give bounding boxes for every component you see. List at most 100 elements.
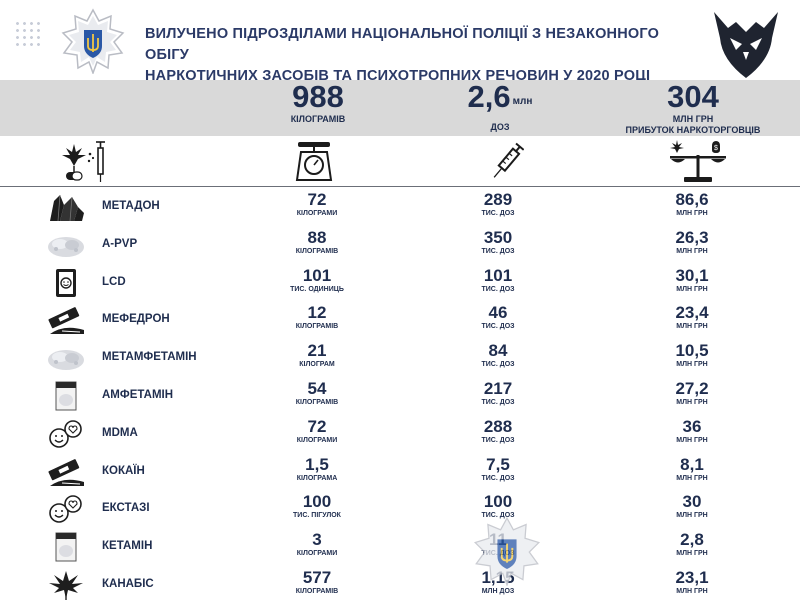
table-row: МЕТАДОН 72 кілограми 289 тис. доз 86,6 млн грн [0, 189, 800, 227]
drugs-icon [62, 141, 105, 182]
doses-unit: тис. доз [481, 474, 515, 482]
drug-name: LCD [102, 275, 126, 288]
weight-value: 1,5 [305, 454, 329, 474]
profit-unit: млн грн [676, 361, 708, 369]
profit-value: 27,2 [675, 379, 709, 398]
title-line-1: ВИЛУЧЕНО ПІДРОЗДІЛАМИ НАЦІОНАЛЬНОЇ ПОЛІЦ… [145, 26, 660, 63]
doses-value: 350 [483, 227, 513, 247]
doses-unit: тис. доз [481, 399, 515, 406]
weight-cell: 100 тис. пігулок [257, 492, 377, 520]
weight-unit: кілограм [299, 361, 335, 369]
drug-name: КЕТАМІН [102, 540, 153, 553]
doses-unit: тис. доз [481, 247, 515, 255]
doses-cell: 46 тис. доз [438, 303, 558, 331]
owl-logo-icon [714, 12, 778, 78]
weight-unit: кілограма [296, 474, 338, 482]
decorative-dots [14, 20, 44, 50]
weight-unit: кілограмів [295, 588, 339, 595]
doses-unit: тис. доз [481, 436, 515, 444]
police-watermark-icon [473, 516, 541, 586]
powder-icon [46, 342, 86, 374]
table-row: МЕФЕДРОН 12 кілограмів 46 тис. доз 23,4 млн гр… [0, 302, 800, 340]
profit-value: 2,8 [680, 530, 704, 550]
profit-cell: 30 млн грн [632, 492, 752, 520]
profit-cell: 2,8 млн грн [632, 530, 752, 558]
table-row: LCD 101 тис. одиниць 101 тис. доз 30,1 млн грн [0, 265, 800, 303]
syringe-icon [493, 142, 524, 178]
profit-cell: 86,6 млн грн [632, 190, 752, 218]
doses-cell: 288 тис. доз [438, 417, 558, 445]
weight-value: 12 [307, 303, 327, 323]
table-row: КАНАБІС 577 кілограмів 1,15 млн доз 23,1 млн г… [0, 567, 800, 605]
profit-value: 36 [682, 416, 702, 436]
profit-value: 23,4 [675, 303, 709, 323]
weight-cell: 3 кілограми [257, 530, 377, 558]
doses-value: 101 [483, 265, 513, 285]
svg-text:$: $ [714, 145, 718, 152]
profit-unit: млн грн [676, 210, 708, 217]
profit-value: 23,1 [675, 568, 709, 587]
weight-value: 21 [307, 341, 327, 361]
total-weight: 988 КІЛОГРАМІВ [258, 80, 378, 125]
drug-name: A-PVP [102, 237, 138, 250]
bag-icon [46, 380, 86, 412]
total-profit: 304 МЛН ГРН ПРИБУТОК НАРКОТОРГОВЦІВ [620, 80, 766, 136]
blotter-icon [46, 267, 86, 299]
profit-value: 86,6 [675, 190, 709, 209]
doses-value: 84 [488, 341, 508, 361]
weight-cell: 577 кілограмів [257, 568, 377, 596]
weight-unit: кілограми [296, 436, 338, 444]
total-weight-label: КІЛОГРАМІВ [290, 114, 346, 124]
profit-unit: млн грн [676, 399, 708, 406]
table-row: ЕКСТАЗІ 100 тис. пігулок 100 тис. доз 30 млн г… [0, 491, 800, 529]
doses-cell: 217 тис. доз [438, 379, 558, 407]
weight-unit: кілограмів [295, 323, 339, 331]
profit-unit: млн грн [676, 512, 708, 520]
razor-powder-icon [46, 456, 86, 488]
razor-powder-icon [46, 304, 86, 336]
weight-value: 54 [307, 379, 327, 398]
weight-unit: кілограми [296, 550, 338, 558]
weight-cell: 1,5 кілограма [257, 455, 377, 483]
doses-value: 7,5 [486, 454, 510, 474]
doses-value: 217 [483, 379, 513, 398]
doses-cell: 101 тис. доз [438, 266, 558, 294]
total-profit-label-2: ПРИБУТОК НАРКОТОРГОВЦІВ [625, 125, 761, 135]
profit-cell: 27,2 млн грн [632, 379, 752, 407]
weight-cell: 72 кілограми [257, 417, 377, 445]
table-row: КОКАЇН 1,5 кілограма 7,5 тис. доз 8,1 млн грн [0, 454, 800, 492]
profit-unit: млн грн [676, 474, 708, 482]
drug-name: МЕТАДОН [102, 200, 160, 212]
doses-value: 289 [483, 190, 513, 209]
profit-value: 10,5 [675, 341, 709, 361]
weight-value: 72 [307, 190, 327, 209]
total-profit-value: 304 [667, 79, 719, 114]
weight-value: 88 [307, 227, 327, 247]
profit-unit: млн грн [676, 323, 708, 331]
profit-cell: 26,3 млн грн [632, 228, 752, 256]
total-doses: 2,6 млн ДОЗ [440, 80, 560, 133]
table-row: АМФЕТАМІН 54 кілограмів 217 тис. доз 27,2 млн … [0, 378, 800, 416]
drug-name: MDMA [102, 426, 138, 439]
table-row: КЕТАМІН3кілограми11тис. доз2,8млн грн [0, 529, 800, 567]
drug-name: ЕКСТАЗІ [102, 502, 150, 515]
table-row: A-PVP 88 кілограмів 350 тис. доз 26,3 млн грн [0, 227, 800, 265]
kitchen-scale-icon [295, 142, 333, 181]
weight-value: 3 [312, 530, 322, 550]
profit-cell: 30,1 млн грн [632, 266, 752, 294]
total-profit-label-1: МЛН ГРН [672, 114, 714, 124]
police-badge-icon [61, 8, 125, 74]
doses-value: 288 [483, 416, 513, 436]
weight-cell: 88 кілограмів [257, 228, 377, 256]
weight-value: 577 [302, 568, 332, 587]
weight-value: 100 [302, 492, 332, 512]
crystals-icon [46, 191, 86, 223]
weight-value: 101 [302, 265, 332, 285]
total-doses-unit: млн [512, 96, 533, 107]
doses-cell: 84 тис. доз [438, 341, 558, 369]
doses-unit: тис. доз [481, 210, 515, 217]
doses-cell: 350 тис. доз [438, 228, 558, 256]
weight-cell: 21 кілограм [257, 341, 377, 369]
weight-unit: кілограми [296, 210, 338, 217]
drug-name: МЕФЕДРОН [102, 313, 170, 326]
